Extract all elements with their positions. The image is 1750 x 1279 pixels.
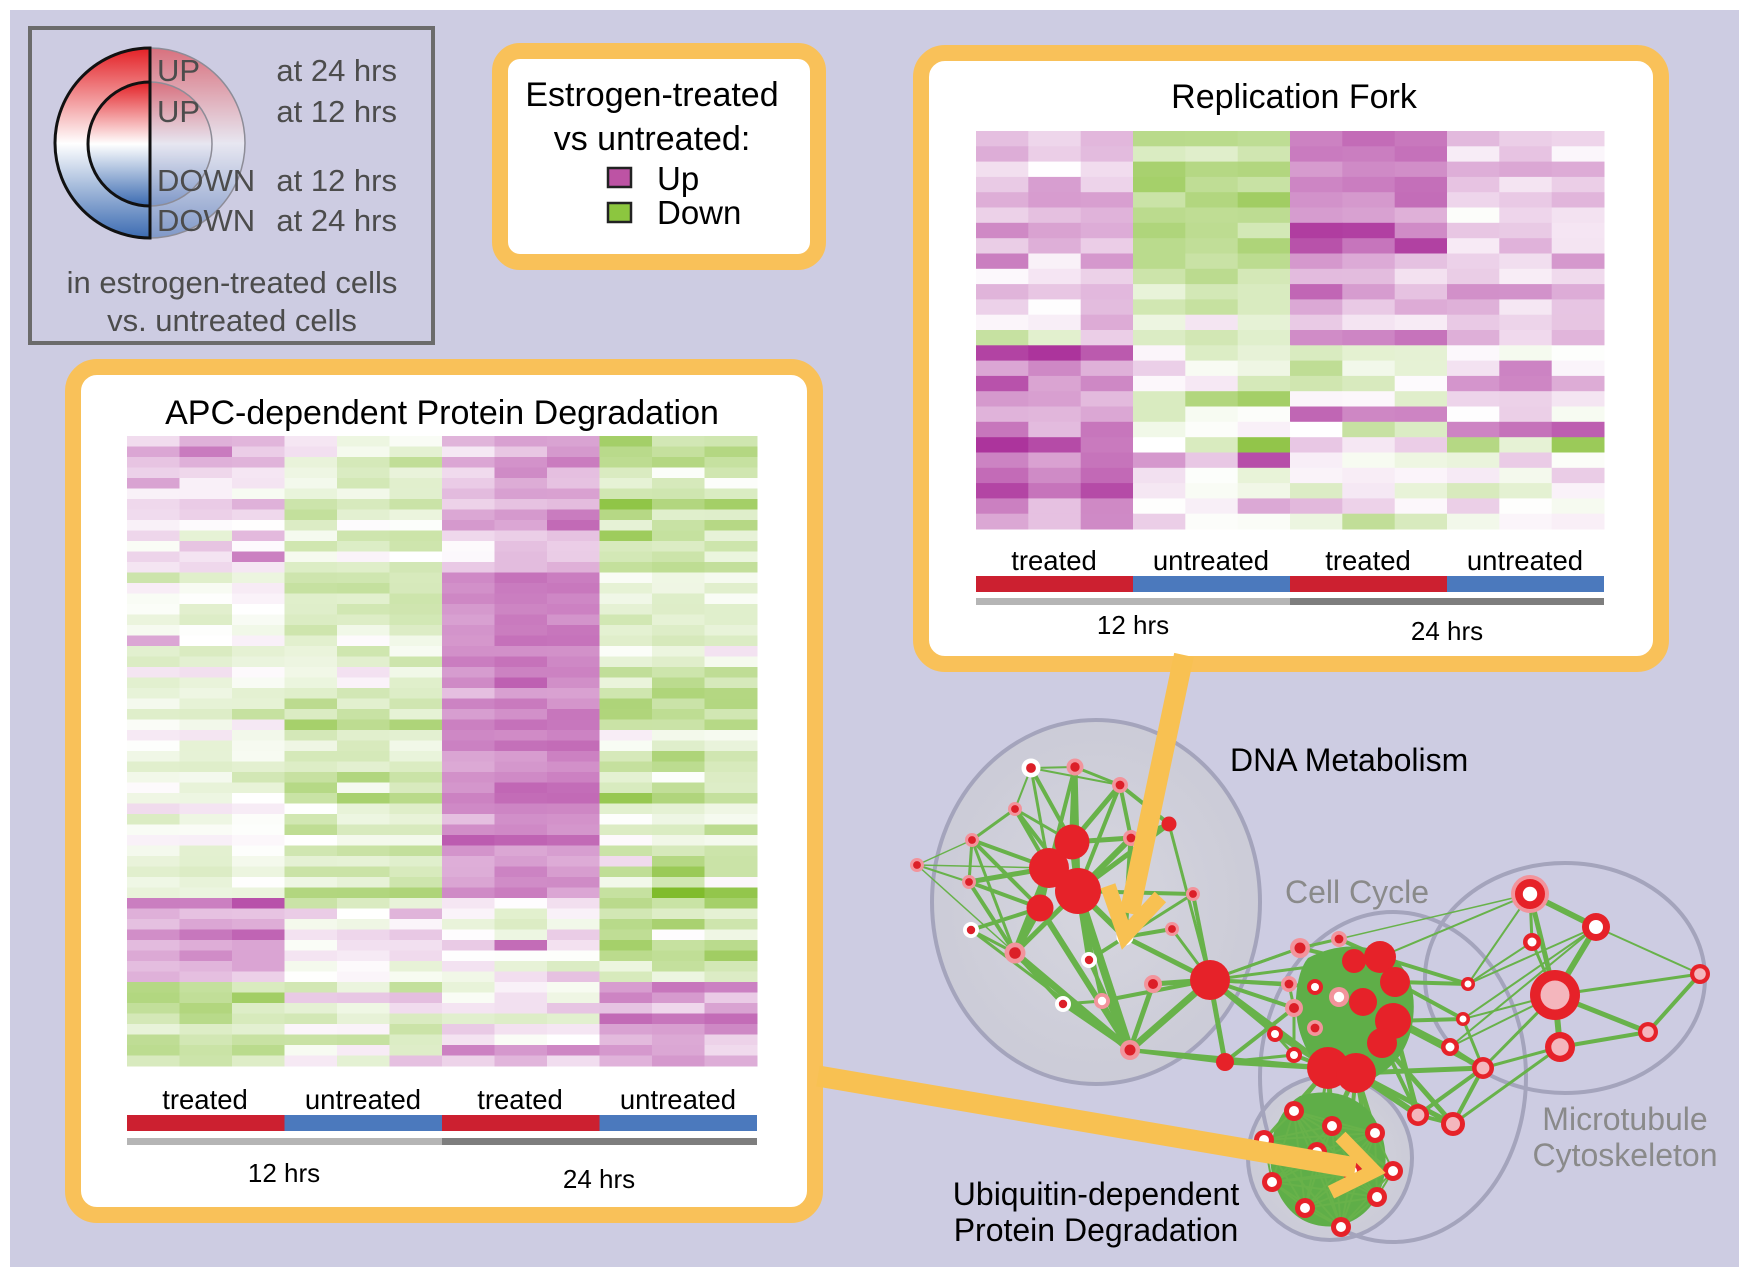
svg-text:Down: Down [657,194,741,231]
svg-text:Up: Up [657,160,699,197]
svg-text:untreated: untreated [620,1084,736,1115]
svg-text:Protein Degradation: Protein Degradation [954,1212,1239,1248]
svg-text:untreated: untreated [1467,545,1583,576]
svg-text:treated: treated [1011,545,1097,576]
svg-text:vs. untreated cells: vs. untreated cells [107,303,357,338]
svg-text:in estrogen-treated cells: in estrogen-treated cells [67,265,398,300]
svg-text:UP: UP [157,53,200,88]
svg-text:APC-dependent Protein Degradat: APC-dependent Protein Degradation [165,394,719,432]
svg-text:Estrogen-treated: Estrogen-treated [525,76,778,114]
svg-text:at 12 hrs: at 12 hrs [276,94,397,129]
svg-text:at 24 hrs: at 24 hrs [276,203,397,238]
svg-text:untreated: untreated [305,1084,421,1115]
svg-text:DNA Metabolism: DNA Metabolism [1230,742,1468,778]
svg-text:at 24 hrs: at 24 hrs [276,53,397,88]
svg-text:vs untreated:: vs untreated: [554,120,751,158]
svg-text:DOWN: DOWN [157,163,255,198]
svg-text:treated: treated [1325,545,1411,576]
svg-text:Microtubule: Microtubule [1542,1101,1707,1137]
svg-text:Cytoskeleton: Cytoskeleton [1533,1137,1718,1173]
svg-text:Replication Fork: Replication Fork [1171,78,1418,116]
svg-text:untreated: untreated [1153,545,1269,576]
svg-text:treated: treated [477,1084,563,1115]
svg-text:Cell Cycle: Cell Cycle [1285,874,1429,910]
svg-text:at 12 hrs: at 12 hrs [276,163,397,198]
svg-text:treated: treated [162,1084,248,1115]
svg-text:12 hrs: 12 hrs [248,1158,320,1188]
svg-text:UP: UP [157,94,200,129]
svg-text:DOWN: DOWN [157,203,255,238]
svg-text:12 hrs: 12 hrs [1097,610,1169,640]
svg-text:24 hrs: 24 hrs [1411,616,1483,646]
svg-text:Ubiquitin-dependent: Ubiquitin-dependent [953,1176,1240,1212]
svg-text:24 hrs: 24 hrs [563,1164,635,1194]
